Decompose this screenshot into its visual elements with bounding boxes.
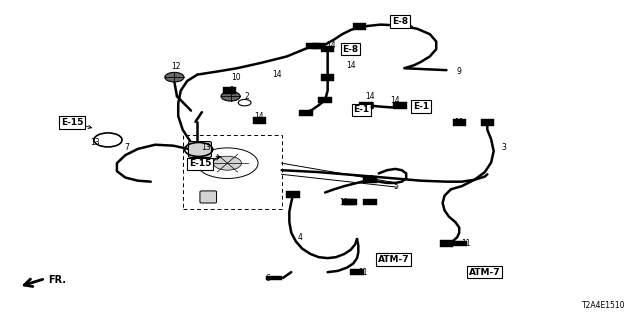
Text: FR.: FR. (49, 276, 67, 285)
Text: 1: 1 (230, 86, 234, 95)
Text: 14: 14 (326, 41, 336, 51)
Bar (359, 102, 372, 108)
Text: 14: 14 (255, 112, 264, 121)
Text: 13: 13 (202, 143, 211, 152)
Text: 11: 11 (339, 197, 349, 206)
Text: 11: 11 (365, 175, 374, 184)
Text: E-8: E-8 (392, 17, 408, 26)
Text: 14: 14 (390, 96, 400, 105)
Bar (321, 75, 334, 81)
Text: 11: 11 (358, 268, 368, 277)
Bar (321, 46, 334, 52)
Bar (363, 176, 376, 183)
Text: 13: 13 (90, 138, 100, 147)
Bar (287, 191, 300, 198)
Text: 14: 14 (272, 70, 282, 79)
Circle shape (213, 156, 241, 170)
FancyBboxPatch shape (200, 191, 216, 203)
Bar (344, 199, 357, 205)
Bar (393, 102, 406, 108)
Bar (440, 240, 453, 247)
Bar (363, 199, 376, 205)
Bar (319, 97, 332, 103)
Text: ATM-7: ATM-7 (378, 255, 409, 264)
Text: 11: 11 (461, 239, 470, 248)
Circle shape (165, 72, 184, 82)
Bar (342, 199, 355, 205)
Text: 7: 7 (125, 143, 129, 152)
Circle shape (221, 92, 240, 101)
Text: 8: 8 (370, 102, 375, 111)
Bar (306, 43, 319, 49)
Text: 4: 4 (297, 233, 302, 242)
Text: 5: 5 (393, 182, 398, 191)
Text: 3: 3 (502, 143, 506, 152)
Bar (300, 109, 313, 116)
Text: ATM-7: ATM-7 (469, 268, 500, 277)
Text: E-15: E-15 (189, 159, 211, 168)
Text: E-1: E-1 (413, 102, 429, 111)
Text: 12: 12 (172, 62, 181, 71)
Bar (481, 119, 494, 126)
Text: 14: 14 (346, 60, 355, 69)
Text: 2: 2 (244, 92, 249, 101)
Text: 6: 6 (265, 274, 270, 283)
Bar (223, 87, 236, 94)
Text: 10: 10 (231, 73, 241, 82)
Bar (266, 276, 282, 280)
Bar (353, 23, 366, 30)
Bar (253, 117, 266, 124)
Circle shape (238, 100, 251, 106)
Bar (452, 119, 466, 126)
Bar (350, 269, 364, 276)
FancyBboxPatch shape (188, 141, 211, 157)
Text: 14: 14 (365, 92, 374, 101)
Text: E-1: E-1 (353, 105, 369, 114)
Text: 9: 9 (457, 67, 461, 76)
Text: 11: 11 (454, 118, 464, 127)
Text: T2A4E1510: T2A4E1510 (582, 301, 625, 310)
Text: E-8: E-8 (342, 44, 358, 54)
Text: E-15: E-15 (61, 118, 83, 127)
Bar (452, 241, 467, 246)
Bar (312, 43, 325, 49)
Bar (182, 134, 282, 209)
